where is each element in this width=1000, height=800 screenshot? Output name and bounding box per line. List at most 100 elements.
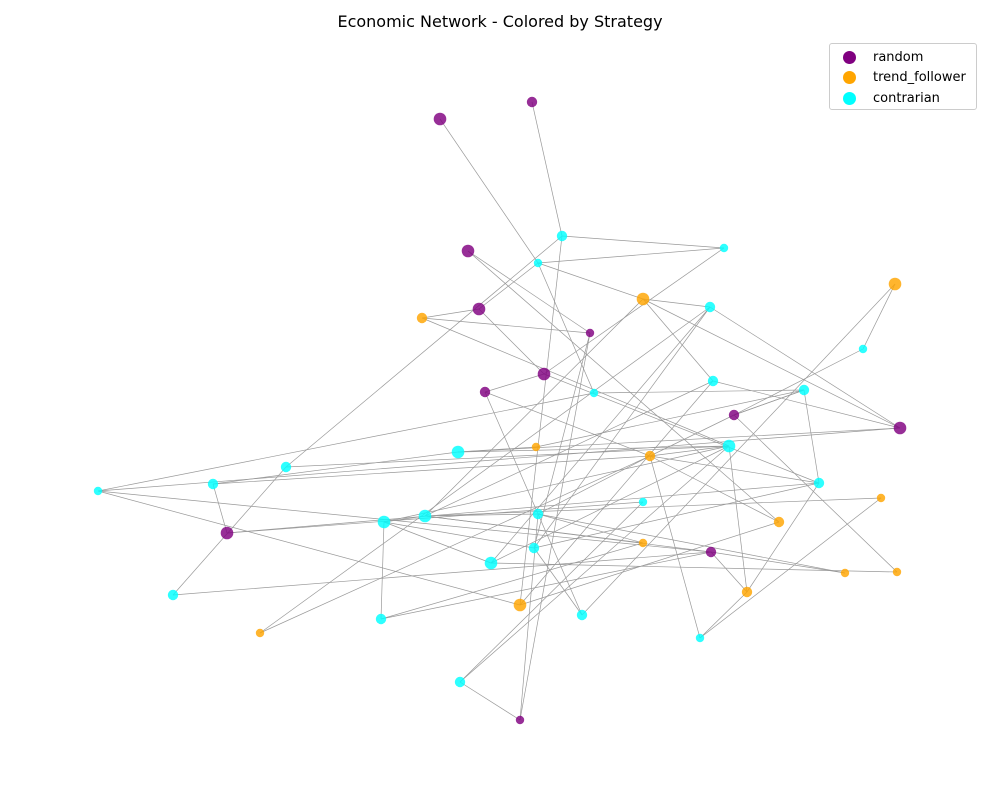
network-node-random — [220, 526, 234, 540]
legend-marker-contrarian — [843, 91, 856, 105]
network-node-random — [479, 386, 491, 398]
network-node-trend-follower — [840, 568, 850, 578]
network-edge — [733, 414, 898, 573]
network-edge — [490, 445, 730, 564]
legend-label-random: random — [873, 49, 924, 65]
chart-title: Economic Network - Colored by Strategy — [337, 12, 663, 31]
network-node-trend-follower — [636, 292, 650, 306]
network-edge — [862, 283, 896, 350]
network-edge — [710, 551, 846, 574]
network-edge — [537, 513, 644, 544]
network-edge — [533, 482, 820, 549]
network-edge — [457, 427, 901, 453]
network-node-trend-follower — [638, 538, 648, 548]
legend-item-contrarian: contrarian — [838, 88, 940, 108]
network-edge — [535, 389, 805, 448]
network-node-contrarian — [280, 461, 292, 473]
network-edge — [649, 455, 820, 484]
network-edge — [467, 250, 591, 334]
network-edge — [709, 306, 901, 429]
network-edge — [478, 262, 539, 310]
network-node-contrarian — [377, 515, 391, 529]
network-edge — [172, 551, 712, 596]
network-edge — [457, 445, 730, 453]
network-edge — [259, 306, 711, 634]
network-edge — [97, 490, 521, 606]
network-edge — [537, 455, 651, 515]
network-node-trend-follower — [741, 586, 753, 598]
network-edge — [484, 373, 545, 393]
edges-layer — [97, 101, 901, 721]
network-node-contrarian — [454, 676, 466, 688]
network-node-random — [728, 409, 740, 421]
network-node-random — [472, 302, 486, 316]
network-edge — [803, 389, 820, 484]
network-edge — [543, 373, 820, 484]
network-edge — [728, 445, 748, 593]
network-edge — [424, 298, 644, 517]
network-node-contrarian — [532, 508, 544, 520]
network-edge — [642, 298, 711, 308]
network-node-contrarian — [858, 344, 868, 354]
network-edge — [581, 283, 896, 616]
network-node-contrarian — [695, 633, 705, 643]
network-edge — [424, 513, 539, 517]
network-edge — [259, 455, 651, 634]
network-edge — [490, 306, 711, 564]
network-node-contrarian — [418, 509, 432, 523]
network-node-trend-follower — [888, 277, 902, 291]
network-node-random — [526, 96, 538, 108]
legend-item-trend-follower: trend_follower — [838, 67, 966, 87]
network-edge — [439, 118, 539, 264]
network-node-contrarian — [719, 243, 729, 253]
network-edge — [733, 389, 805, 416]
network-node-random — [515, 715, 525, 725]
network-node-trend-follower — [876, 493, 886, 503]
network-node-contrarian — [704, 301, 716, 313]
network-edge — [699, 591, 748, 639]
network-node-contrarian — [93, 486, 103, 496]
network-edge — [285, 235, 563, 468]
network-edge — [424, 515, 644, 544]
network-edge — [537, 262, 644, 300]
network-edge — [484, 391, 583, 616]
network-edge — [212, 455, 651, 485]
network-node-trend-follower — [255, 628, 265, 638]
network-edge — [285, 445, 730, 468]
network-edge — [543, 247, 725, 375]
legend-marker-trend-follower — [843, 70, 856, 84]
network-edge — [649, 455, 780, 523]
network-edge — [459, 681, 521, 721]
network-edge — [561, 235, 725, 249]
network-edge — [424, 497, 882, 517]
network-edge — [537, 262, 595, 394]
network-edge — [519, 380, 714, 606]
network-edge — [531, 101, 563, 237]
network-node-contrarian — [451, 445, 465, 459]
network-edge — [383, 521, 492, 564]
network-node-contrarian — [556, 230, 568, 242]
network-node-trend-follower — [773, 516, 785, 528]
network-edge — [459, 501, 644, 683]
network-node-random — [585, 328, 595, 338]
network-edge — [421, 308, 480, 319]
network-edge — [380, 521, 385, 620]
network-edge — [459, 445, 730, 683]
network-edge — [380, 542, 644, 620]
legend-label-contrarian: contrarian — [873, 90, 940, 106]
legend-label-trend-follower: trend_follower — [873, 69, 966, 85]
network-node-contrarian — [528, 542, 540, 554]
network-node-trend-follower — [513, 598, 527, 612]
network-edge — [710, 551, 748, 593]
network-node-random — [433, 112, 447, 126]
network-edge — [642, 298, 901, 429]
network-edge — [226, 482, 820, 534]
network-node-trend-follower — [892, 567, 902, 577]
network-node-contrarian — [798, 384, 810, 396]
network-edge — [383, 445, 730, 523]
network-edge — [533, 306, 711, 549]
network-edge — [97, 392, 595, 492]
legend-marker-random — [843, 50, 856, 64]
legend: random trend_follower contrarian — [829, 43, 977, 110]
